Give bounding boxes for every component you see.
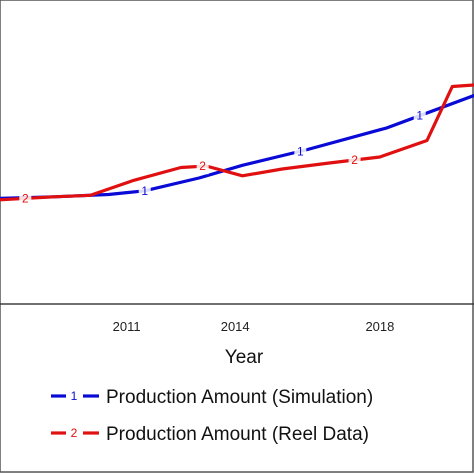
series-1-marker-bg xyxy=(138,182,151,199)
series-1-marker-label: 1 xyxy=(297,144,304,158)
series-1-marker-label: 1 xyxy=(141,184,148,198)
legend-label: Production Amount (Simulation) xyxy=(106,387,373,408)
legend-marker-label: 1 xyxy=(71,389,78,403)
series-line-2 xyxy=(0,83,474,202)
series-2-marker-bg xyxy=(196,158,209,175)
series-2-marker-bg xyxy=(19,190,32,207)
legend-item-1: 1 Production Amount (Simulation) xyxy=(51,387,373,408)
plot-area-border xyxy=(0,303,474,305)
x-tick-label: 2011 xyxy=(113,319,141,334)
legend-marker-label: 2 xyxy=(71,426,78,440)
x-axis-title: Year xyxy=(225,347,264,368)
x-axis-ticks: 2011 2014 2018 xyxy=(113,319,395,334)
series-2: 2 2 2 xyxy=(0,83,474,207)
series-layer: 1 1 1 2 2 2 xyxy=(0,83,474,207)
legend: 1 Production Amount (Simulation) 2 Producti… xyxy=(51,387,373,445)
x-tick-label: 2018 xyxy=(365,319,394,334)
x-tick-label: 2014 xyxy=(221,319,250,334)
series-2-marker-label: 2 xyxy=(22,191,29,205)
series-1-marker-bg xyxy=(413,107,426,124)
legend-label: Production Amount (Reel Data) xyxy=(106,424,369,445)
series-1-marker-bg xyxy=(294,143,307,160)
series-2-marker-label: 2 xyxy=(351,153,358,167)
series-2-marker-bg xyxy=(348,152,361,168)
series-1-marker-label: 1 xyxy=(416,109,423,123)
series-2-marker-label: 2 xyxy=(199,159,206,173)
legend-item-2: 2 Production Amount (Reel Data) xyxy=(51,424,369,445)
